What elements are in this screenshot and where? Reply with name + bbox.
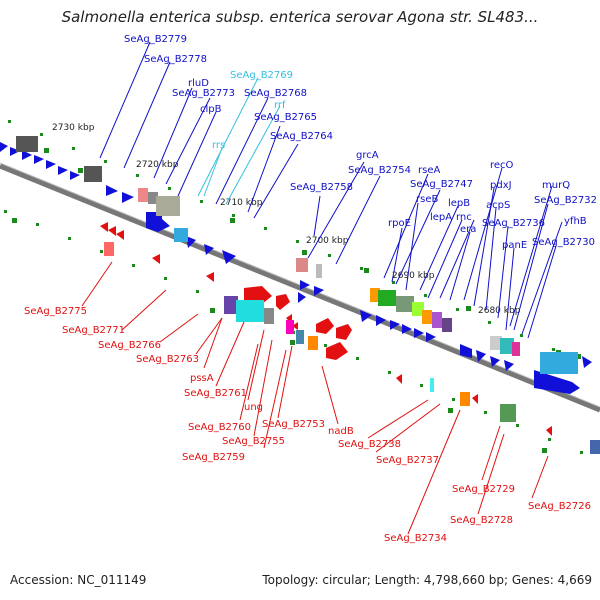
gene-label: SeAg_B2765 xyxy=(254,112,317,123)
gene-label: SeAg_B2773 xyxy=(172,88,235,99)
gene-label: SeAg_B2732 xyxy=(534,195,597,206)
gene-label: SeAg_B2755 xyxy=(222,436,285,447)
gene-label: SeAg_B2730 xyxy=(532,237,595,248)
gene-label: SeAg_B2764 xyxy=(270,131,333,142)
gene-label: pssA xyxy=(190,373,214,384)
gene-label: SeAg_B2759 xyxy=(182,452,245,463)
gene-label: SeAg_B2758 xyxy=(290,182,353,193)
gene-label: SeAg_B2737 xyxy=(376,455,439,466)
reverse-blocks xyxy=(224,296,274,324)
gene-label: rluD xyxy=(188,78,209,89)
gene-label: SeAg_B2768 xyxy=(244,88,307,99)
gene-label: ung xyxy=(244,402,263,413)
gene-label: SeAg_B2736 xyxy=(482,218,545,229)
gene-label: SeAg_B2729 xyxy=(452,484,515,495)
rna-leaders xyxy=(197,77,281,205)
gene-label: grcA xyxy=(356,150,379,161)
top-leaders xyxy=(99,41,563,339)
gene-label: yfhB xyxy=(564,216,587,227)
bottom-leaders xyxy=(81,261,549,535)
gene-label: rseB xyxy=(416,194,438,205)
gene-label: nadB xyxy=(328,426,354,437)
gene-label: SeAg_B2761 xyxy=(184,388,247,399)
gene-label: acpS xyxy=(486,200,510,211)
gene-label: SeAg_B2769 xyxy=(230,70,293,81)
tick-label: 2700 kbp xyxy=(306,236,349,246)
tick-label: 2680 kbp xyxy=(478,306,521,316)
gene-label: SeAg_B2775 xyxy=(24,306,87,317)
gene-label: SeAg_B2753 xyxy=(262,419,325,430)
tick-label: 2720 kbp xyxy=(136,160,179,170)
gene-label: pdxJ xyxy=(490,180,512,191)
gene-label: SeAg_B2728 xyxy=(450,515,513,526)
gene-label: SeAg_B2747 xyxy=(410,179,473,190)
gene-label: SeAg_B2778 xyxy=(144,54,207,65)
gene-label: rseA xyxy=(418,165,440,176)
gene-label: SeAg_B2738 xyxy=(338,439,401,450)
accession-text: Accession: NC_011149 xyxy=(10,573,147,587)
gene-label: SeAg_B2734 xyxy=(384,533,447,544)
gene-label: lepA xyxy=(430,212,452,223)
map-title: Salmonella enterica subsp. enterica sero… xyxy=(61,8,539,26)
forward-genes xyxy=(0,142,592,394)
gene-label: SeAg_B2726 xyxy=(528,501,591,512)
gene-label: rnc xyxy=(456,212,472,223)
genome-summary-text: Topology: circular; Length: 4,798,660 bp… xyxy=(262,573,592,587)
tick-label: 2690 kbp xyxy=(392,271,435,281)
gene-label: lepB xyxy=(448,198,470,209)
gene-label: rrs xyxy=(212,140,225,151)
forward-blocks xyxy=(16,136,578,374)
tick-label: 2710 kbp xyxy=(220,198,263,208)
gene-label: era xyxy=(460,224,476,235)
tick-labels: 2730 kbp 2720 kbp 2710 kbp 2700 kbp 2690… xyxy=(52,123,521,316)
gene-label: clpB xyxy=(200,104,222,115)
reverse-genes xyxy=(100,222,600,454)
gene-label: SeAg_B2779 xyxy=(124,34,187,45)
tick-label: 2730 kbp xyxy=(52,123,95,133)
gene-label: murQ xyxy=(542,180,570,191)
gene-label: SeAg_B2766 xyxy=(98,340,161,351)
gene-label: rpoE xyxy=(388,218,411,229)
gene-label: rrf xyxy=(274,100,286,111)
top-labels: SeAg_B2779 SeAg_B2778 rluD SeAg_B2773 cl… xyxy=(124,34,597,251)
gene-label: SeAg_B2754 xyxy=(348,165,411,176)
gene-label: SeAg_B2760 xyxy=(188,422,251,433)
gene-label: recO xyxy=(490,160,514,171)
gene-label: panE xyxy=(502,240,527,251)
genome-map: 2730 kbp 2720 kbp 2710 kbp 2700 kbp 2690… xyxy=(0,34,600,544)
gene-label: SeAg_B2771 xyxy=(62,325,125,336)
bottom-labels: SeAg_B2775 SeAg_B2771 SeAg_B2766 SeAg_B2… xyxy=(24,306,591,544)
gene-label: SeAg_B2763 xyxy=(136,354,199,365)
